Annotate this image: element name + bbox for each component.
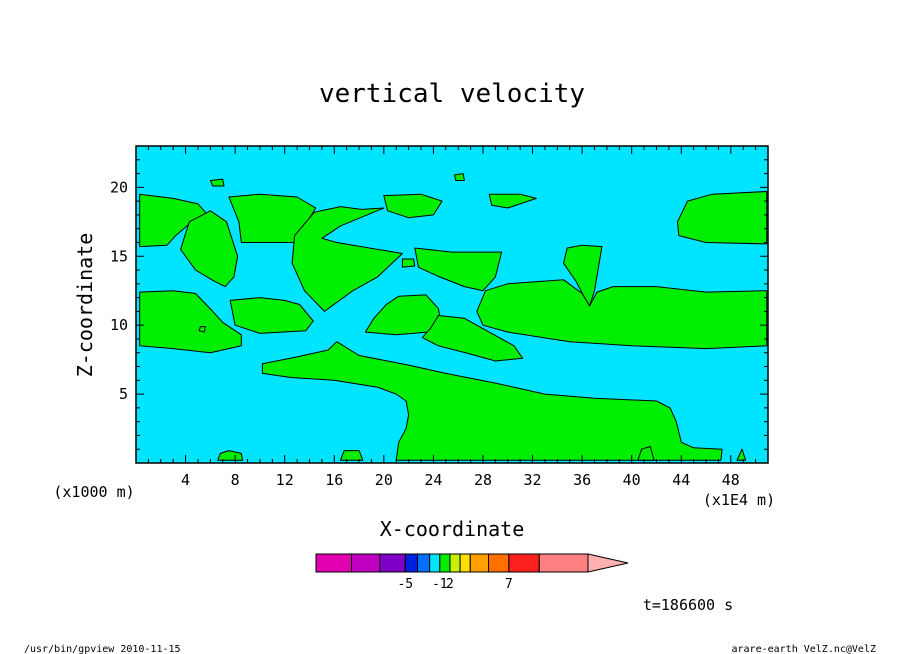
colorbar-segment [508,553,540,573]
x-tick-label: 20 [375,471,393,489]
contour-region-small-blob-c [198,326,206,333]
x-tick-label: 4 [181,471,190,489]
colorbar-arrow [587,553,629,573]
x-tick-label: 12 [276,471,294,489]
contour-region-upper-right-sliver [488,193,537,209]
contour-region-mid-left-blob [229,297,314,334]
contour-region-lower-plume [261,341,723,461]
colorbar-segment [379,553,406,573]
colorbar-segment [429,553,441,573]
colorbar-label: 7 [505,577,513,592]
x-axis-label: X-coordinate [380,517,525,541]
y-unit-label: (x1E4 m) [703,491,775,509]
time-label: t=186600 s [643,596,733,614]
chart-title: vertical velocity [319,79,585,109]
colorbar: -5 -12 7 [315,553,629,592]
x-tick-label: 24 [424,471,442,489]
y-tick-label: 15 [110,247,128,265]
colorbar-segment [315,553,353,573]
contour-region-right-band [476,279,768,350]
x-tick-label: 48 [722,471,740,489]
colorbar-segment [469,553,490,573]
contour-region-inset-patch [401,258,416,268]
x-unit-label: (x1000 m) [53,483,134,501]
x-tick-label: 16 [325,471,343,489]
contour-region-left-blob [180,210,239,288]
colorbar-segment [439,553,451,573]
footer-left: /usr/bin/gpview 2010-11-15 [24,644,181,654]
colorbar-label: -1 [432,577,448,592]
x-tick-label: 36 [573,471,591,489]
x-tick-label: 8 [231,471,240,489]
colorbar-segment [488,553,510,573]
contour-region-bottom-right-bump [637,446,655,461]
x-tick-label: 44 [672,471,690,489]
contour-region-center-wedge [414,247,503,292]
colorbar-segment [459,553,471,573]
x-tick-label: 40 [623,471,641,489]
colorbar-label: -5 [397,577,413,592]
colorbar-segment [404,553,418,573]
y-tick-label: 20 [110,178,128,196]
contour-region-upper-center-cloud [383,193,443,219]
contour-region-mid-center-blob [364,294,442,336]
y-tick-label: 5 [119,385,128,403]
x-tick-label: 28 [474,471,492,489]
contour-region-small-blob-b [454,173,465,181]
contour-region-mid-right-blob [421,315,524,362]
x-tick-label: 32 [524,471,542,489]
colorbar-segment [416,553,431,573]
contour-region-bottom-far-right-bump [736,448,747,461]
contour-region-left-middle-band [139,290,242,354]
contour-region-far-right-blob [677,191,768,245]
plot-frame [135,145,769,464]
colorbar-segment [449,553,461,573]
y-axis-label: Z-coordinate [73,233,97,378]
colorbar-label: 2 [446,577,454,592]
contour-region-center-arc [291,206,403,312]
colorbar-segment [538,553,589,573]
y-tick-label: 10 [110,316,128,334]
contour-region-small-blob-a [209,178,225,187]
colorbar-segment [351,553,381,573]
contour-region-bottom-left-bump [217,450,244,461]
footer-right: arare-earth_VelZ.nc@VelZ [732,644,877,654]
contour-region-bottom-mid-bump [340,450,364,461]
